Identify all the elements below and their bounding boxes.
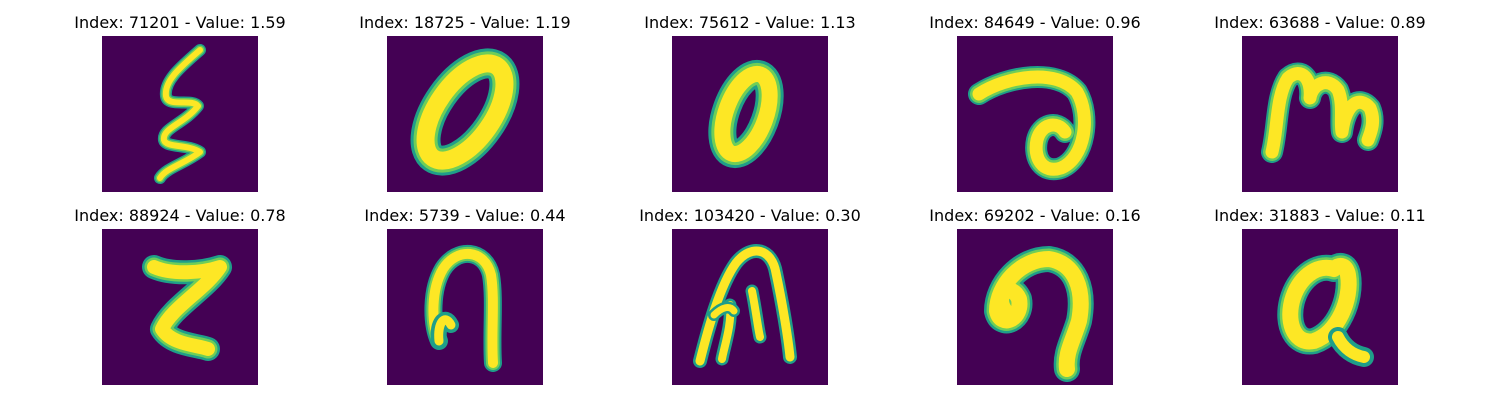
glyph-svg	[142, 255, 232, 361]
panel-title: Index: 63688 - Value: 0.89	[1214, 13, 1426, 32]
digit-image	[102, 36, 258, 192]
digit-image	[387, 229, 543, 385]
panel-3: Index: 75612 - Value: 1.13	[644, 12, 856, 192]
glyph-strokes	[154, 44, 206, 184]
panel-title: Index: 71201 - Value: 1.59	[74, 13, 286, 32]
panel-2: Index: 18725 - Value: 1.19	[359, 12, 571, 192]
panel-title: Index: 5739 - Value: 0.44	[364, 206, 566, 225]
panel-title: Index: 88924 - Value: 0.78	[74, 206, 286, 225]
glyph-svg	[1277, 252, 1374, 367]
panel-5: Index: 63688 - Value: 0.89	[1214, 12, 1426, 192]
digit-image	[387, 36, 543, 192]
panel-1: Index: 71201 - Value: 1.59	[74, 12, 286, 192]
digit-image	[957, 229, 1113, 385]
digit-image	[672, 36, 828, 192]
panel-6: Index: 88924 - Value: 0.78	[74, 205, 286, 385]
glyph-svg	[424, 244, 502, 372]
glyph-svg	[984, 246, 1094, 382]
glyph-svg	[410, 48, 520, 176]
panel-title: Index: 75612 - Value: 1.13	[644, 13, 856, 32]
panel-title: Index: 84649 - Value: 0.96	[929, 13, 1141, 32]
glyph-svg	[693, 244, 797, 368]
glyph-svg	[1261, 62, 1384, 163]
panel-10: Index: 31883 - Value: 0.11	[1214, 205, 1426, 385]
digit-image	[1242, 229, 1398, 385]
panel-9: Index: 69202 - Value: 0.16	[929, 205, 1141, 385]
glyph-svg	[154, 44, 206, 184]
panel-title: Index: 103420 - Value: 0.30	[639, 206, 861, 225]
panel-title: Index: 69202 - Value: 0.16	[929, 206, 1141, 225]
panel-title: Index: 18725 - Value: 1.19	[359, 13, 571, 32]
glyph-svg	[708, 59, 784, 169]
panel-7: Index: 5739 - Value: 0.44	[364, 205, 566, 385]
panel-8: Index: 103420 - Value: 0.30	[639, 205, 861, 385]
panel-4: Index: 84649 - Value: 0.96	[929, 12, 1141, 192]
digit-image	[672, 229, 828, 385]
panel-title: Index: 31883 - Value: 0.11	[1214, 206, 1426, 225]
digit-image	[957, 36, 1113, 192]
digit-image	[102, 229, 258, 385]
digit-image	[1242, 36, 1398, 192]
glyph-svg	[968, 66, 1096, 181]
